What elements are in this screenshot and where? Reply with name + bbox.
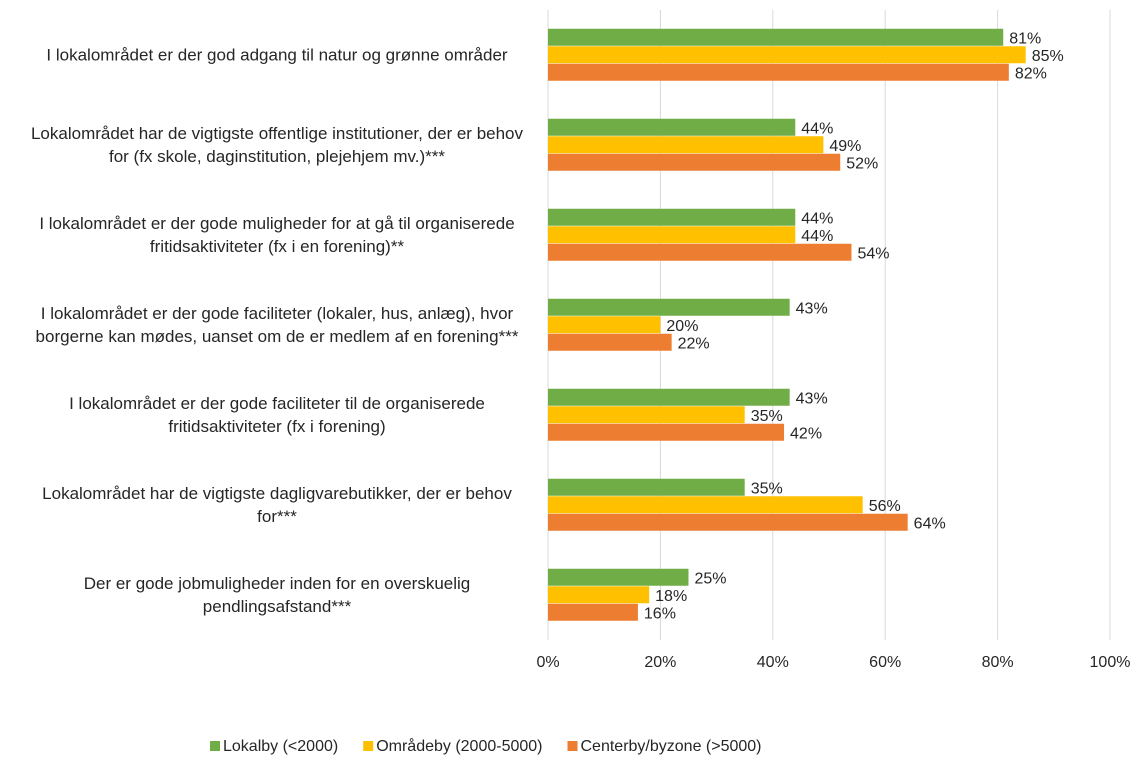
- data-label: 35%: [751, 408, 783, 425]
- data-label: 44%: [801, 211, 833, 228]
- data-label: 43%: [796, 301, 828, 318]
- bar: [548, 513, 908, 531]
- data-label: 44%: [801, 121, 833, 138]
- data-label: 22%: [678, 336, 710, 353]
- bar: [548, 406, 745, 424]
- data-label: 64%: [914, 516, 946, 533]
- category-label: I lokalområdet er der gode muligheder fo…: [39, 214, 515, 256]
- data-label: 82%: [1015, 66, 1047, 83]
- bar: [548, 388, 790, 406]
- legend-label: Centerby/byzone (>5000): [581, 738, 762, 755]
- bar: [548, 153, 841, 171]
- data-label: 42%: [790, 426, 822, 443]
- category-label: I lokalområdet er der gode faciliteter (…: [35, 304, 519, 346]
- data-label: 43%: [796, 391, 828, 408]
- bar: [548, 46, 1026, 64]
- data-label: 20%: [666, 318, 698, 335]
- bar: [548, 243, 852, 261]
- bar: [548, 568, 689, 586]
- data-label: 44%: [801, 228, 833, 245]
- bar: [548, 118, 796, 136]
- legend-label: Områdeby (2000-5000): [376, 737, 542, 755]
- x-tick-label: 40%: [757, 654, 789, 671]
- x-tick-label: 20%: [644, 654, 676, 671]
- x-tick-label: 60%: [869, 654, 901, 671]
- bar: [548, 136, 824, 154]
- data-label: 81%: [1009, 31, 1041, 48]
- data-label: 54%: [857, 246, 889, 263]
- bar: [548, 28, 1004, 46]
- data-label: 16%: [644, 606, 676, 623]
- data-label: 49%: [829, 138, 861, 155]
- x-tick-label: 80%: [982, 654, 1014, 671]
- x-tick-label: 0%: [536, 654, 559, 671]
- legend-label: Lokalby (<2000): [223, 738, 338, 755]
- bar: [548, 208, 796, 226]
- category-label: I lokalområdet er der gode faciliteter t…: [69, 394, 485, 436]
- data-label: 85%: [1032, 48, 1064, 65]
- category-label: Lokalområdet har de vigtigste dagligvare…: [42, 484, 512, 526]
- bar: [548, 478, 745, 496]
- data-label: 35%: [751, 481, 783, 498]
- bar: [548, 496, 863, 514]
- legend-swatch: [363, 741, 374, 751]
- bar: [548, 603, 638, 621]
- bar: [548, 423, 785, 441]
- data-label: 56%: [869, 498, 901, 515]
- bar: [548, 586, 650, 604]
- bar: [548, 63, 1009, 81]
- bar: [548, 316, 661, 334]
- legend-swatch: [210, 741, 220, 751]
- x-tick-label: 100%: [1090, 654, 1131, 671]
- bar: [548, 298, 790, 316]
- data-label: 52%: [846, 156, 878, 173]
- bar: [548, 226, 796, 244]
- data-label: 25%: [695, 571, 727, 588]
- legend-swatch: [567, 741, 578, 751]
- category-label: Lokalområdet har de vigtigste offentlige…: [30, 124, 524, 166]
- bar: [548, 333, 672, 351]
- category-label: I lokalområdet er der god adgang til nat…: [46, 45, 508, 65]
- data-label: 18%: [655, 588, 687, 605]
- category-label: Der er gode jobmuligheder inden for en o…: [83, 574, 471, 616]
